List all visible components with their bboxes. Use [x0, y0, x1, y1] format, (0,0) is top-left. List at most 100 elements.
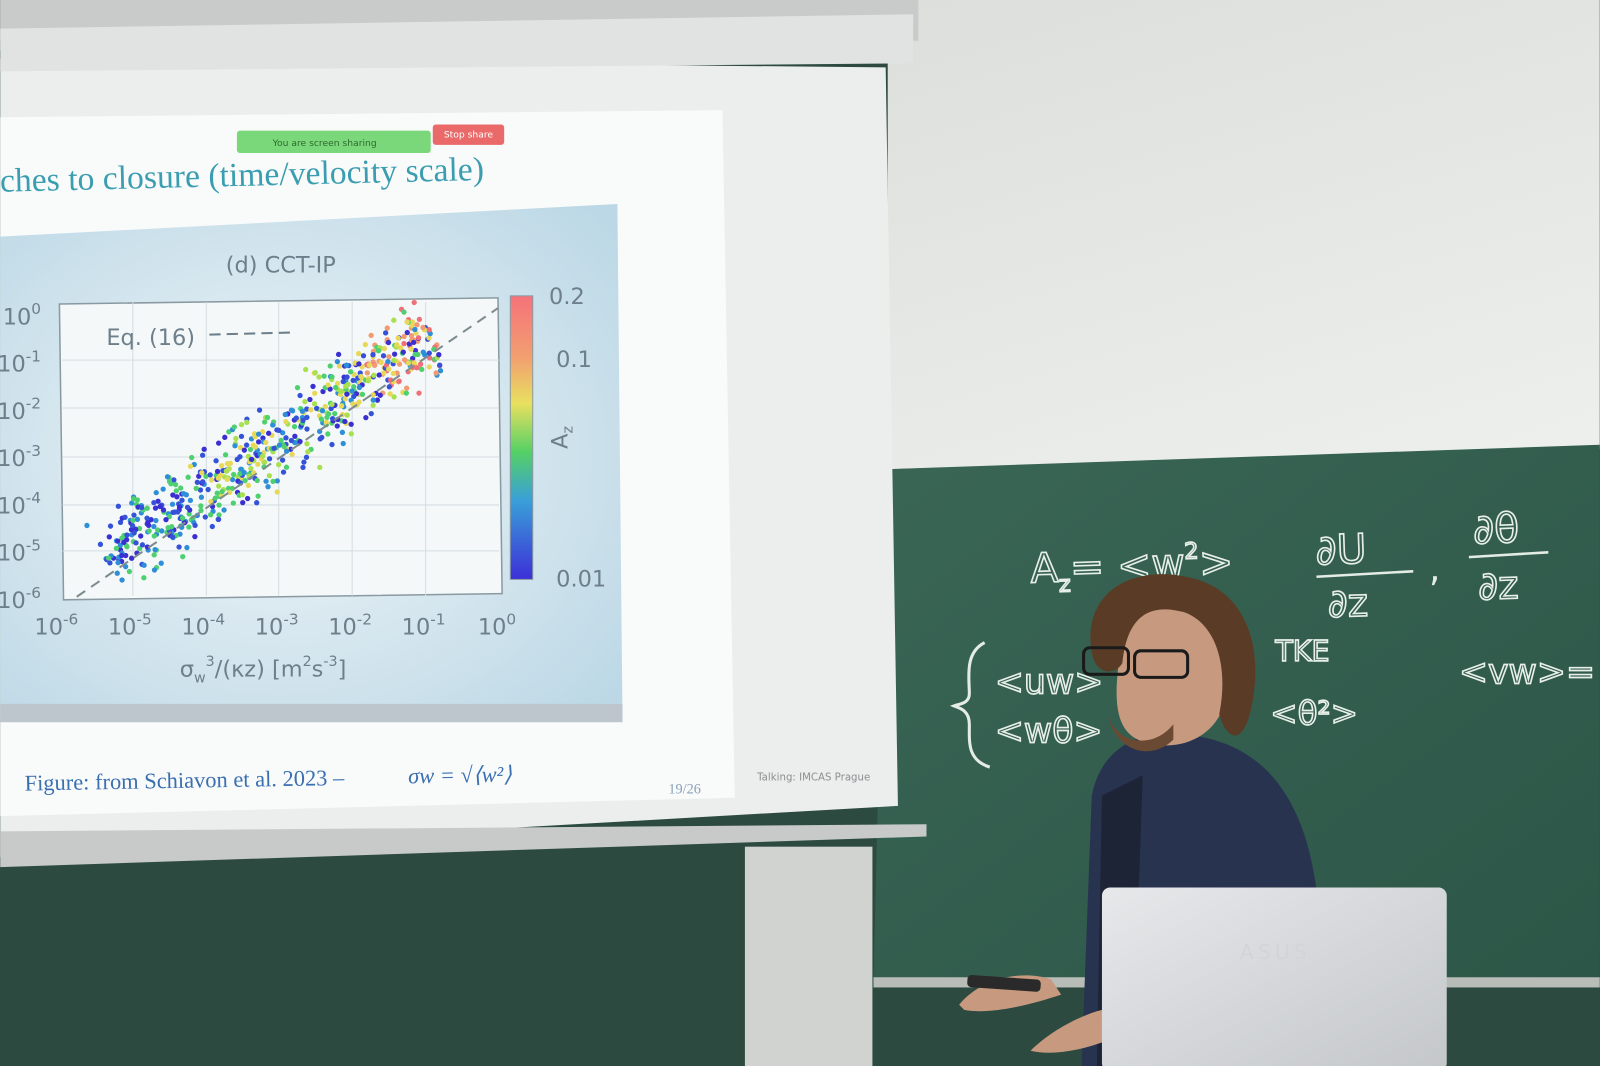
scatter-dot: [398, 345, 404, 351]
scatter-dot: [122, 514, 128, 520]
laptop-logo: ASUS: [1240, 940, 1311, 964]
scatter-dot: [316, 374, 322, 380]
scatter-dot: [322, 403, 329, 410]
scatter-dot: [280, 469, 287, 475]
scatter-dot: [299, 408, 306, 414]
scatter-dot: [288, 446, 294, 452]
scatter-dot: [224, 476, 230, 482]
scatter-dot: [264, 414, 271, 421]
chalk-derivative: ∂θ: [1472, 504, 1520, 554]
tick-exp: -2: [26, 395, 41, 413]
scatter-dot: [356, 361, 362, 367]
scatter-dot: [333, 384, 339, 391]
scatter-dot: [279, 457, 286, 463]
scatter-dot: [401, 333, 407, 340]
scatter-dot: [426, 350, 432, 356]
scatter-dot: [385, 339, 392, 346]
scatter-dot: [387, 391, 393, 397]
chalk-part: A: [1030, 544, 1060, 593]
scatter-dot: [113, 545, 120, 552]
scatter-dot: [240, 499, 246, 506]
tick-base: 10: [0, 493, 26, 519]
tick-label: 10-6: [0, 584, 41, 614]
scatter-dot: [247, 446, 254, 453]
scatter-dot: [229, 485, 235, 492]
tick-label: 10-3: [0, 442, 41, 472]
sharing-bar: [236, 130, 431, 154]
scatter-dot: [216, 502, 222, 508]
scatter-dot: [197, 487, 204, 493]
scatter-cloud: [84, 299, 444, 583]
scatter-dot: [411, 360, 417, 366]
colorbar-label-main: A: [547, 433, 573, 449]
scatter-dot: [340, 440, 346, 447]
stop-share-text[interactable]: Stop share: [444, 130, 494, 141]
scatter-dot: [141, 575, 147, 581]
scatter-dot: [371, 372, 377, 378]
scatter-dot: [151, 523, 157, 530]
scatter-dot: [244, 419, 250, 425]
scatter-dot: [169, 501, 176, 507]
scatter-dot: [172, 481, 179, 488]
x-label-part: 2: [303, 654, 312, 670]
scatter-dot: [192, 522, 198, 529]
scatter-dot: [169, 534, 176, 540]
scatter-dot: [391, 351, 398, 357]
scatter-dot: [270, 478, 276, 485]
scatter-dot: [230, 500, 236, 506]
scatter-dot: [158, 560, 164, 566]
page-number: 19/26: [668, 782, 701, 798]
scatter-dot: [385, 358, 391, 365]
scatter-dot: [335, 351, 342, 358]
scatter-dot: [134, 516, 141, 522]
tick-label: 10-5: [108, 610, 152, 640]
scatter-dot: [401, 357, 408, 363]
scatter-dot: [115, 559, 121, 566]
scatter-dot: [292, 433, 298, 439]
scatter-dot: [260, 435, 266, 441]
scatter-dot: [174, 494, 180, 500]
scatter-dot: [391, 317, 397, 323]
scatter-dot: [380, 353, 387, 359]
scatter-dot: [178, 485, 184, 491]
scatter-dot: [139, 542, 146, 548]
scatter-dot: [386, 366, 392, 372]
scatter-dot: [128, 555, 135, 561]
scatter-dot: [130, 496, 137, 502]
scatter-dot: [198, 494, 205, 500]
scatter-dot: [144, 505, 150, 511]
scatter-dot: [133, 540, 139, 546]
scatter-dot: [270, 422, 276, 428]
talking-indicator: Talking: IMCAS Prague: [756, 772, 870, 783]
tick-label: 10-1: [402, 610, 446, 640]
scatter-dot: [304, 406, 310, 412]
stop-share-button[interactable]: [432, 124, 505, 145]
scatter-dot: [208, 477, 215, 483]
scatter-dot: [129, 500, 135, 506]
scatter-dot: [411, 299, 417, 306]
tick-base: 10: [0, 541, 26, 567]
scatter-dot: [214, 490, 220, 496]
scatter-dot: [391, 357, 397, 364]
scatter-dot: [230, 471, 237, 478]
tick-exp: -3: [26, 442, 41, 460]
scatter-dot: [291, 423, 298, 430]
scatter-dot: [234, 456, 240, 463]
scatter-dot: [328, 405, 334, 412]
tick-exp: 0: [506, 610, 516, 628]
scatter-dot: [420, 324, 426, 331]
tick-label: 100: [478, 610, 516, 640]
colorbar-tick: 0.2: [549, 284, 585, 310]
scatter-dot: [151, 552, 157, 558]
scatter-dot: [301, 459, 307, 465]
scatter-dot: [283, 464, 290, 470]
scatter-dot: [212, 495, 218, 501]
x-label-part: -3: [323, 654, 337, 670]
scatter-dot: [255, 461, 261, 467]
scatter-dot: [386, 354, 392, 360]
scatter-dot: [390, 370, 397, 377]
scatter-dot: [370, 392, 376, 398]
reference-line: [76, 307, 499, 598]
scatter-dot: [245, 482, 252, 489]
chalk-flux: <wθ>: [995, 712, 1103, 752]
